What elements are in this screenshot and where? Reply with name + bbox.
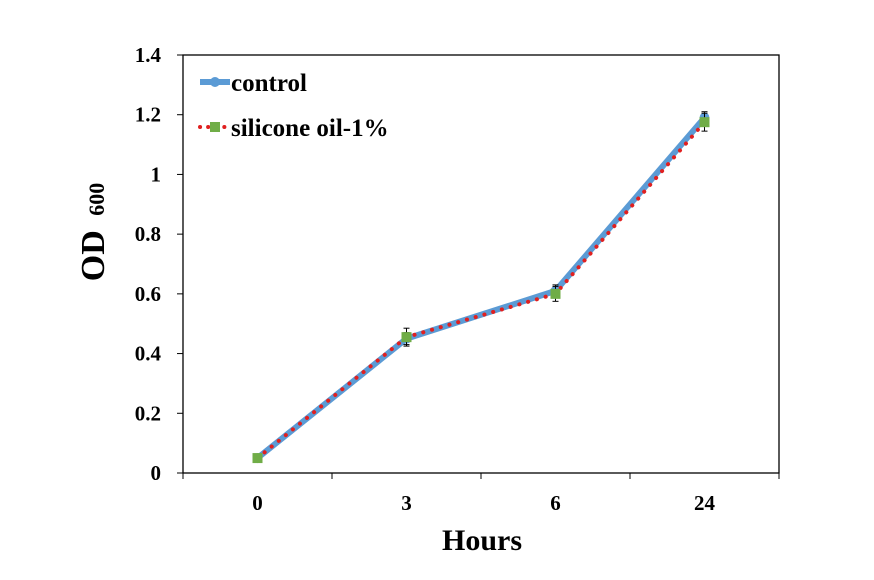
legend-marker xyxy=(210,122,220,132)
x-tick-label: 6 xyxy=(550,491,561,515)
y-tick-label: 0.6 xyxy=(135,282,161,306)
y-tick-label: 0.2 xyxy=(135,401,161,425)
legend-label: silicone oil-1% xyxy=(231,115,389,142)
x-tick-label: 3 xyxy=(401,491,412,515)
data-point xyxy=(699,117,710,128)
y-axis-title: OD 600 xyxy=(75,183,112,282)
series-silicone-oil xyxy=(252,112,710,464)
legend-item: control xyxy=(200,70,307,97)
legend-marker xyxy=(210,77,220,87)
y-tick-label: 0 xyxy=(151,461,162,485)
y-tick-label: 0.8 xyxy=(135,222,161,246)
x-tick-label: 24 xyxy=(694,491,716,515)
y-tick-label: 0.4 xyxy=(135,342,162,366)
legend-label: control xyxy=(231,70,307,97)
legend-item: silicone oil-1% xyxy=(198,115,389,142)
y-tick-label: 1.4 xyxy=(135,43,162,67)
series-control xyxy=(252,111,710,464)
y-axis-title-main: OD xyxy=(75,230,112,281)
y-tick-label: 1.2 xyxy=(135,103,161,127)
x-axis-title: Hours xyxy=(442,524,522,557)
x-tick-label: 0 xyxy=(252,491,263,515)
series-line xyxy=(255,115,707,461)
y-tick-label: 1 xyxy=(151,162,162,186)
data-point xyxy=(550,288,561,299)
data-point xyxy=(401,332,412,343)
data-point xyxy=(252,453,263,464)
y-axis-title-sub: 600 xyxy=(84,183,109,216)
